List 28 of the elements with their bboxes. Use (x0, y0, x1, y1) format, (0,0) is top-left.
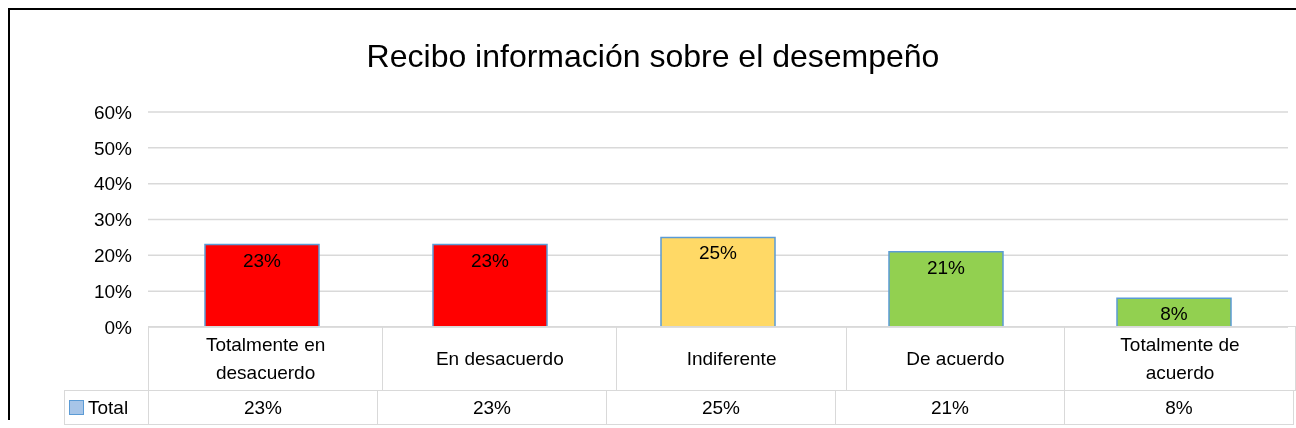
x-tick-label: En desacuerdo (382, 326, 617, 391)
text: Total (64, 390, 149, 425)
text: 23% (470, 249, 510, 271)
data-label: 8% (1064, 390, 1294, 425)
data-label: 23% (377, 390, 607, 425)
y-tick-label: 60% (93, 101, 133, 123)
data-label: 23% (148, 390, 378, 425)
y-tick-label: 0% (104, 316, 133, 338)
x-tick-label: Totalmente en desacuerdo (148, 326, 383, 391)
y-tick-label: 10% (93, 280, 133, 302)
bar (888, 251, 1004, 327)
bar (204, 243, 320, 327)
data-label: 25% (606, 390, 836, 425)
text: 25% (698, 242, 738, 264)
text: 8% (1160, 303, 1188, 325)
text: 23% (242, 249, 282, 271)
chart-title: Recibo información sobre el desempeño (365, 38, 941, 75)
data-label: 21% (835, 390, 1065, 425)
x-tick-label: Totalmente de acuerdo (1064, 326, 1296, 391)
x-tick-label: De acuerdo (846, 326, 1065, 391)
x-tick-label: Indiferente (616, 326, 847, 391)
bar (660, 236, 776, 327)
y-tick-label: 30% (93, 209, 133, 231)
bar (432, 243, 548, 327)
y-tick-label: 50% (93, 137, 133, 159)
y-tick-label: 20% (93, 245, 133, 267)
text: 21% (926, 256, 966, 278)
y-tick-label: 40% (93, 173, 133, 195)
